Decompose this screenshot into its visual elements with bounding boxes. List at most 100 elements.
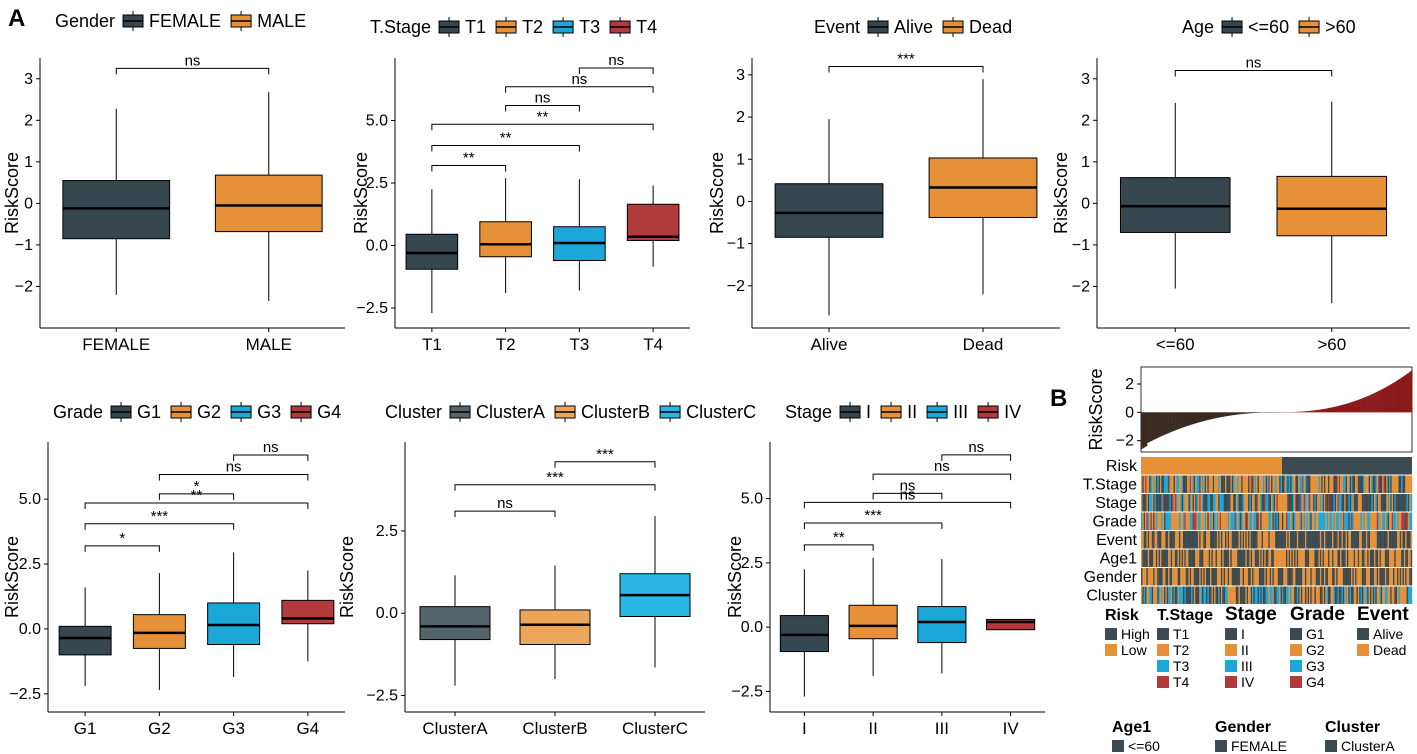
heatmap-cell	[1382, 512, 1384, 530]
heatmap-cell	[1230, 531, 1232, 549]
heatmap-cell	[1165, 531, 1167, 549]
heatmap-cell	[1333, 475, 1335, 493]
y-tick-label: −1	[15, 237, 33, 254]
heatmap-cell	[1351, 586, 1353, 604]
heatmap-cell	[1307, 494, 1310, 512]
waterfall-bar	[1386, 386, 1388, 413]
heatmap-cell	[1382, 475, 1384, 493]
heatmap-cell	[1287, 568, 1289, 586]
heatmap-cell	[1397, 531, 1399, 549]
waterfall-bar	[1221, 412, 1223, 417]
waterfall-bar	[1349, 402, 1351, 413]
waterfall-bar	[1244, 412, 1246, 414]
heatmap-cell	[1380, 586, 1383, 604]
heatmap-cell	[1336, 512, 1338, 530]
heatmap-cell	[1222, 531, 1224, 549]
heatmap-cell	[1346, 531, 1349, 549]
waterfall-bar	[1330, 407, 1332, 413]
heatmap-cell	[1145, 531, 1147, 549]
heatmap-cell	[1258, 475, 1261, 493]
y-tick-label: 2.5	[741, 555, 763, 572]
legend-title: Stage	[785, 402, 832, 422]
heatmap-cell	[1398, 494, 1401, 512]
waterfall-bar	[1307, 411, 1309, 413]
heatmap-cell	[1211, 531, 1214, 549]
heatmap-cell	[1292, 549, 1295, 567]
heatmap-cell	[1376, 494, 1379, 512]
heatmap-cell	[1330, 549, 1333, 567]
waterfall-bar	[1160, 412, 1162, 437]
waterfall-bar	[1375, 392, 1377, 413]
waterfall-bar	[1152, 412, 1154, 441]
waterfall-bar	[1220, 412, 1222, 418]
heatmap-cell	[1378, 475, 1380, 493]
waterfall-bar	[1205, 412, 1207, 421]
heatmap-cell	[1367, 568, 1369, 586]
heatmap-cell	[1361, 549, 1364, 567]
heatmap-cell	[1356, 531, 1358, 549]
heatmap-cell	[1359, 494, 1361, 512]
heatmap-cell	[1248, 494, 1250, 512]
heatmap-cell	[1387, 531, 1390, 549]
heatmap-cell	[1369, 549, 1372, 567]
heatmap-cell	[1214, 549, 1216, 567]
heatmap-cell	[1193, 531, 1196, 549]
heatmap-cell	[1253, 494, 1256, 512]
waterfall-bar	[1333, 406, 1335, 413]
heatmap-cell	[1153, 475, 1155, 493]
heatmap-cell	[1363, 475, 1365, 493]
waterfall-bar	[1203, 412, 1205, 421]
heatmap-cell	[1283, 568, 1285, 586]
heatmap-cell	[1395, 586, 1398, 604]
heatmap-cell	[1344, 549, 1346, 567]
heatmap-cell	[1170, 531, 1173, 549]
heatmap-cell	[1261, 512, 1264, 530]
heatmap-cell	[1191, 549, 1193, 567]
heatmap-cell	[1195, 531, 1197, 549]
waterfall-bar	[1411, 370, 1413, 413]
heatmap-cell	[1388, 568, 1391, 586]
heatmap-cell	[1378, 568, 1380, 586]
heatmap-cell	[1357, 568, 1360, 586]
heatmap-cell	[1268, 549, 1270, 567]
heatmap-row-label: Stage	[1095, 495, 1137, 512]
waterfall-bar	[1396, 380, 1398, 413]
heatmap-cell	[1192, 531, 1195, 549]
heatmap-legend-key	[1105, 628, 1117, 640]
heatmap-cell	[1267, 475, 1269, 493]
waterfall-bar	[1348, 402, 1350, 413]
heatmap-cell	[1149, 531, 1151, 549]
waterfall-bar	[1402, 376, 1405, 413]
heatmap-cell	[1304, 475, 1307, 493]
heatmap-cell	[1231, 512, 1234, 530]
heatmap-cell	[1405, 512, 1407, 530]
heatmap-cell	[1162, 568, 1165, 586]
heatmap-cell	[1285, 549, 1288, 567]
waterfall-bar	[1161, 412, 1163, 437]
heatmap-cell	[1206, 494, 1208, 512]
heatmap-cell	[1341, 568, 1344, 586]
heatmap-cell	[1383, 568, 1386, 586]
heatmap-cell	[1159, 531, 1162, 549]
heatmap-row-Cluster	[1141, 586, 1413, 604]
heatmap-cell	[1242, 568, 1245, 586]
heatmap-cell	[1375, 586, 1377, 604]
heatmap-cell	[1287, 531, 1289, 549]
heatmap-cell	[1281, 457, 1412, 475]
heatmap-cell	[1157, 549, 1159, 567]
waterfall-bar	[1145, 412, 1147, 447]
heatmap-cell	[1323, 512, 1326, 530]
heatmap-cell	[1279, 568, 1281, 586]
heatmap-cell	[1277, 475, 1280, 493]
waterfall-bar	[1390, 384, 1392, 413]
heatmap-cell	[1294, 586, 1296, 604]
heatmap-cell	[1212, 568, 1215, 586]
heatmap-cell	[1178, 549, 1181, 567]
heatmap-cell	[1258, 512, 1261, 530]
heatmap-cell	[1340, 568, 1342, 586]
waterfall-bar	[1318, 409, 1320, 413]
heatmap-cell	[1353, 512, 1356, 530]
heatmap-cell	[1157, 586, 1159, 604]
waterfall-bar	[1357, 400, 1359, 413]
waterfall-bar	[1341, 405, 1343, 413]
